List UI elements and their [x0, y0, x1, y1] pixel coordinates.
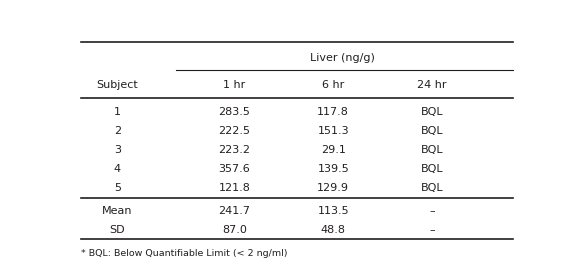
Text: 129.9: 129.9 [317, 183, 349, 193]
Text: SD: SD [110, 225, 125, 235]
Text: 151.3: 151.3 [317, 126, 349, 136]
Text: 117.8: 117.8 [317, 107, 349, 117]
Text: 29.1: 29.1 [321, 145, 346, 155]
Text: BQL: BQL [420, 107, 444, 117]
Text: 2: 2 [114, 126, 121, 136]
Text: 87.0: 87.0 [222, 225, 246, 235]
Text: 113.5: 113.5 [317, 206, 349, 216]
Text: 48.8: 48.8 [321, 225, 346, 235]
Text: BQL: BQL [420, 145, 444, 155]
Text: Subject: Subject [97, 80, 138, 90]
Text: 24 hr: 24 hr [418, 80, 447, 90]
Text: –: – [429, 206, 435, 216]
Text: 139.5: 139.5 [317, 164, 349, 174]
Text: 1: 1 [114, 107, 121, 117]
Text: BQL: BQL [420, 164, 444, 174]
Text: * BQL: Below Quantifiable Limit (< 2 ng/ml): * BQL: Below Quantifiable Limit (< 2 ng/… [81, 249, 288, 258]
Text: 283.5: 283.5 [219, 107, 250, 117]
Text: BQL: BQL [420, 183, 444, 193]
Text: –: – [429, 225, 435, 235]
Text: Liver (ng/g): Liver (ng/g) [310, 53, 375, 63]
Text: 121.8: 121.8 [219, 183, 250, 193]
Text: 5: 5 [114, 183, 121, 193]
Text: 1 hr: 1 hr [223, 80, 245, 90]
Text: 241.7: 241.7 [218, 206, 251, 216]
Text: BQL: BQL [420, 126, 444, 136]
Text: 357.6: 357.6 [219, 164, 250, 174]
Text: 222.5: 222.5 [218, 126, 251, 136]
Text: 3: 3 [114, 145, 121, 155]
Text: 4: 4 [114, 164, 121, 174]
Text: 6 hr: 6 hr [322, 80, 345, 90]
Text: 223.2: 223.2 [218, 145, 251, 155]
Text: Mean: Mean [102, 206, 133, 216]
